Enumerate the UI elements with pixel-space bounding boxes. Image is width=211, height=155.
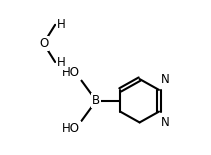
- Text: HO: HO: [62, 122, 80, 135]
- Text: B: B: [92, 94, 100, 107]
- Text: N: N: [161, 116, 169, 129]
- Text: H: H: [57, 56, 65, 69]
- Text: H: H: [57, 18, 65, 31]
- Text: HO: HO: [62, 66, 80, 79]
- Text: O: O: [39, 37, 48, 50]
- Text: N: N: [161, 73, 169, 86]
